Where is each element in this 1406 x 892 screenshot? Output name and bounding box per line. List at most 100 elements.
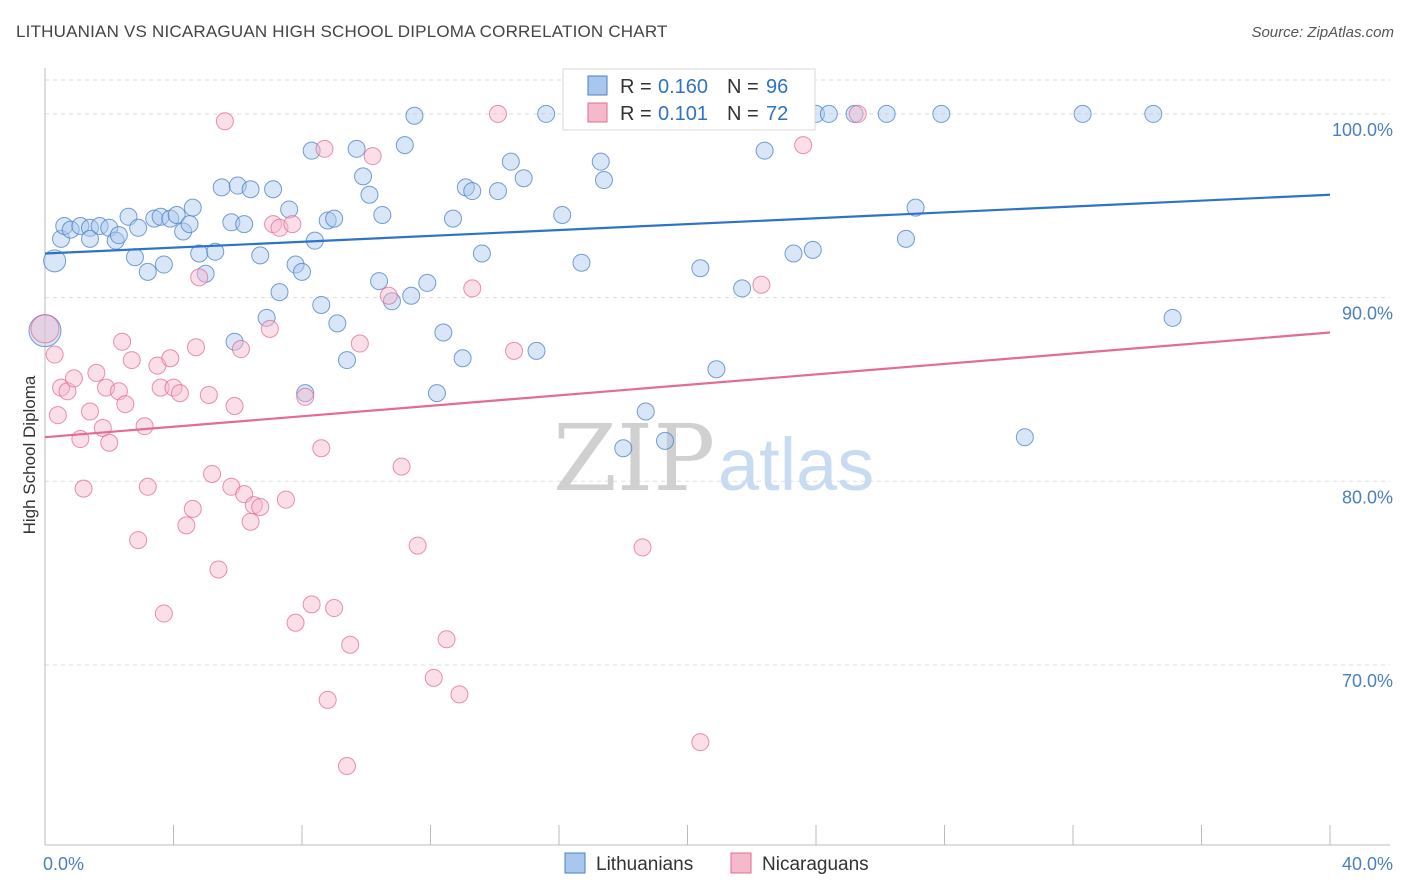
nicaraguan-point — [325, 599, 344, 618]
lithuanian-point — [251, 246, 270, 265]
lithuanian-point — [360, 185, 379, 204]
nicaraguan-point — [170, 384, 189, 403]
legend-swatch-lithuanians — [587, 75, 608, 96]
nicaraguan-point — [199, 385, 218, 404]
legend-n-label-2: N = — [727, 103, 764, 125]
lithuanian-point — [733, 279, 752, 298]
lithuanian-point — [877, 104, 896, 123]
lithuanian-point — [514, 169, 533, 188]
legend-n-value-1: 96 — [766, 76, 788, 98]
nicaraguan-point — [209, 560, 228, 579]
lithuanian-point — [206, 242, 225, 261]
lithuanian-point — [264, 180, 283, 199]
nicaraguan-point — [151, 378, 170, 397]
nicaraguan-point — [241, 512, 260, 531]
lithuanian-point — [235, 215, 254, 234]
lithuanian-point — [572, 253, 591, 272]
nicaraguan-point — [450, 685, 469, 704]
nicaraguan-point — [113, 332, 132, 351]
lithuanian-point — [427, 384, 446, 403]
legend-r-label-2: R = — [620, 103, 657, 125]
nicaraguan-point — [30, 314, 60, 344]
nicaraguan-point — [276, 490, 295, 509]
nicaraguan-point — [231, 340, 250, 359]
nicaraguan-point — [488, 104, 507, 123]
lithuanian-point — [354, 167, 373, 186]
lithuanian-point — [691, 259, 710, 278]
lithuanian-point — [932, 104, 951, 123]
bottom-legend: Lithuanians Nicaraguans — [564, 852, 869, 875]
lithuanian-point — [280, 200, 299, 219]
x-tick-label: 0.0% — [43, 854, 84, 874]
lithuanian-point — [43, 249, 67, 273]
lithuanian-point — [347, 139, 366, 158]
lithuanian-point — [382, 292, 401, 311]
lithuanian-point — [286, 255, 305, 274]
lithuanian-point — [803, 240, 822, 259]
lithuanian-point — [312, 295, 331, 314]
lithuanian-point — [501, 152, 520, 171]
nicaraguan-point — [100, 433, 119, 452]
bottom-legend-label-nicaraguans: Nicaraguans — [762, 854, 869, 875]
watermark-atlas: atlas — [718, 423, 874, 506]
nicaraguan-point — [183, 499, 202, 518]
lithuanian-point — [183, 198, 202, 217]
trend-lines — [44, 193, 1331, 439]
nicaraguan-point — [318, 690, 337, 709]
lithuanian-point — [328, 314, 347, 333]
lithuanian-point — [174, 222, 193, 241]
nicaraguan-point — [177, 516, 196, 535]
lithuanian-point — [453, 349, 472, 368]
nicaraguan-point — [286, 613, 305, 632]
nicaraguan-point — [363, 147, 382, 166]
lithuanian-point — [373, 205, 392, 224]
nicaraguan-point — [215, 112, 234, 131]
lithuanian-point — [145, 209, 164, 228]
lithuanian-point — [906, 198, 925, 217]
nicaraguan-point — [154, 604, 173, 623]
lithuanian-point — [395, 136, 414, 155]
axes — [44, 68, 1390, 846]
nicaraguan-point — [251, 498, 270, 517]
lithuanian-point — [784, 244, 803, 263]
nicaraguan-point — [244, 496, 263, 515]
nicaraguan-point — [135, 417, 154, 436]
nicaraguan-point — [161, 349, 180, 368]
lithuanian-point — [109, 226, 128, 245]
nicaraguan-point — [691, 733, 710, 752]
nicaraguan-point — [505, 341, 524, 360]
lithuanian-point — [463, 182, 482, 201]
lithuanian-point — [1073, 104, 1092, 123]
bottom-legend-swatch-nicaraguans — [730, 852, 752, 874]
nicaraguan-point — [74, 479, 93, 498]
lithuanian-point — [707, 360, 726, 379]
lithuanian-point — [80, 229, 99, 248]
lithuanian-point — [106, 231, 125, 250]
y-axis-label: High School Diploma — [20, 375, 39, 534]
lithuanian-point — [138, 262, 157, 281]
lithuanian-point — [434, 323, 453, 342]
lithuanian-point — [1144, 104, 1163, 123]
nicaraguan-point — [350, 334, 369, 353]
nicaraguan-point — [45, 345, 64, 364]
legend-n-label-1: N = — [727, 76, 764, 98]
lithuanian-point — [443, 209, 462, 228]
nicaraguan-point — [379, 286, 398, 305]
nicaraguan-point — [752, 275, 771, 294]
nicaraguan-point — [225, 396, 244, 415]
nicaraguan-point — [190, 268, 209, 287]
nicaraguan-point — [138, 477, 157, 496]
lithuanian-point — [1015, 428, 1034, 447]
y-tick-label: 90.0% — [1342, 304, 1393, 324]
nicaraguan-point — [633, 538, 652, 557]
nicaraguan-point — [80, 402, 99, 421]
bottom-legend-swatch-lithuanians — [564, 852, 586, 874]
nicaraguan-point — [48, 406, 67, 425]
watermark: ZIP atlas — [553, 405, 874, 512]
nicaraguan-point — [122, 351, 141, 370]
y-tick-label: 80.0% — [1342, 487, 1393, 507]
lithuanian-point — [257, 308, 276, 327]
lithuanian-point — [472, 244, 491, 263]
lithuanian-point — [180, 215, 199, 234]
nicaraguan-point — [315, 139, 334, 158]
